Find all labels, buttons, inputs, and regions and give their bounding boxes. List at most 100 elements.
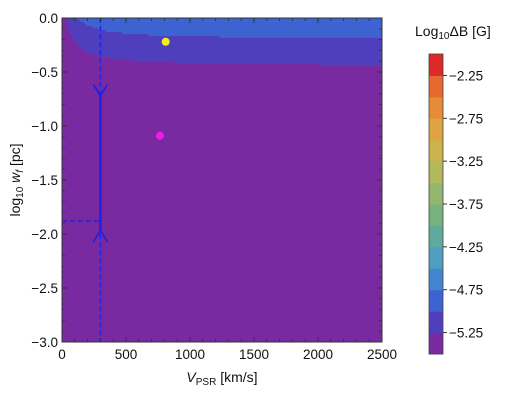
contour-cell	[74, 40, 382, 43]
contour-cell	[320, 64, 382, 67]
contour-cell	[102, 56, 382, 59]
contour-cell	[74, 38, 382, 41]
contour-cell	[62, 92, 382, 95]
contour-cell	[62, 114, 382, 117]
contour-cell	[62, 28, 71, 31]
contour-cell	[62, 134, 382, 137]
contour-cell	[62, 186, 382, 189]
contour-cell	[62, 94, 382, 97]
contour-cell	[62, 318, 382, 321]
contour-cell	[62, 128, 382, 131]
contour-cell	[220, 36, 382, 39]
contour-cell	[62, 60, 133, 63]
contour-cell	[62, 54, 95, 57]
contour-cell	[62, 202, 382, 205]
contour-cell	[62, 56, 103, 59]
contour-cell	[62, 190, 382, 193]
contour-cell	[62, 82, 382, 85]
contour-cell	[88, 52, 382, 55]
colorbar: −2.25 −2.75 −3.25 −3.75 −4.25 −4.75 −5.25	[428, 53, 483, 355]
contour-cell	[62, 192, 382, 195]
contour-cell	[62, 168, 382, 171]
contour-cell	[62, 232, 382, 235]
colorbar-tick-label: −5.25	[449, 326, 483, 341]
colorbar-band	[429, 182, 443, 205]
contour-cell	[62, 328, 382, 331]
contour-cell	[62, 32, 71, 35]
contour-cell	[62, 292, 382, 295]
contour-cell	[62, 332, 382, 335]
contour-cell	[68, 22, 85, 25]
contour-cell	[62, 184, 382, 187]
contour-cell	[94, 54, 382, 57]
contour-cell	[62, 80, 382, 83]
contour-cell	[62, 22, 69, 25]
colorbar-band	[429, 118, 443, 141]
contour-cell	[62, 44, 79, 47]
contour-cell	[62, 284, 382, 287]
contour-cell	[62, 330, 382, 333]
contour-cell	[62, 182, 382, 185]
contour-cell	[62, 200, 382, 203]
contour-cell	[62, 238, 382, 241]
contour-cell	[62, 78, 382, 81]
contour-cell	[62, 296, 382, 299]
contour-cell	[62, 248, 382, 251]
contour-cell	[62, 50, 85, 53]
contour-cell	[62, 72, 382, 75]
contour-cell	[62, 144, 382, 147]
contour-cell	[62, 26, 69, 29]
colorbar-band	[429, 311, 443, 334]
contour-cell	[62, 24, 69, 27]
contour-cell	[62, 286, 382, 289]
colorbar-band	[429, 225, 443, 248]
contour-cell	[98, 28, 382, 31]
x-tick-label: 1000	[175, 347, 205, 362]
contour-cell	[62, 162, 382, 165]
contour-cell	[70, 32, 123, 35]
contour-cell	[62, 132, 382, 135]
y-tick-label: −1.0	[31, 119, 58, 134]
data-point	[155, 131, 164, 140]
contour-regions	[62, 18, 382, 342]
y-tick-label: −3.0	[31, 335, 58, 350]
contour-cell	[62, 160, 382, 163]
contour-cell	[62, 224, 382, 227]
contour-cell	[62, 198, 382, 201]
contour-cell	[62, 234, 382, 237]
contour-cell	[92, 26, 382, 29]
contour-cell	[62, 216, 382, 219]
contour-cell	[62, 106, 382, 109]
contour-cell	[62, 68, 382, 71]
contour-cell	[62, 140, 382, 143]
contour-cell	[148, 34, 382, 37]
colorbar-band	[429, 139, 443, 162]
contour-cell	[62, 336, 382, 339]
contour-cell	[62, 108, 382, 111]
contour-cell	[62, 178, 382, 181]
contour-cell	[62, 156, 382, 159]
contour-cell	[80, 46, 382, 49]
y-tick-label: −0.5	[31, 65, 58, 80]
contour-cell	[62, 58, 113, 61]
y-tick-label: −2.0	[31, 227, 58, 242]
contour-cell	[62, 86, 382, 89]
contour-cell	[84, 22, 382, 25]
contour-cell	[62, 124, 382, 127]
contour-cell	[62, 262, 382, 265]
contour-cell	[62, 320, 382, 323]
contour-cell	[62, 276, 382, 279]
contour-cell	[62, 102, 382, 105]
colorbar-band	[429, 204, 443, 226]
contour-cell	[62, 196, 382, 199]
contour-cell	[62, 300, 382, 303]
y-tick-label: 0.0	[39, 11, 58, 26]
contour-cell	[62, 310, 382, 313]
contour-cell	[62, 244, 382, 247]
contour-cell	[62, 164, 382, 167]
contour-cell	[62, 210, 382, 213]
contour-cell	[62, 214, 382, 217]
contour-cell	[62, 84, 382, 87]
contour-cell	[62, 242, 382, 245]
contour-cell	[62, 36, 73, 39]
